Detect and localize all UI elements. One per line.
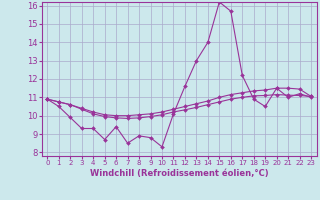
X-axis label: Windchill (Refroidissement éolien,°C): Windchill (Refroidissement éolien,°C)	[90, 169, 268, 178]
